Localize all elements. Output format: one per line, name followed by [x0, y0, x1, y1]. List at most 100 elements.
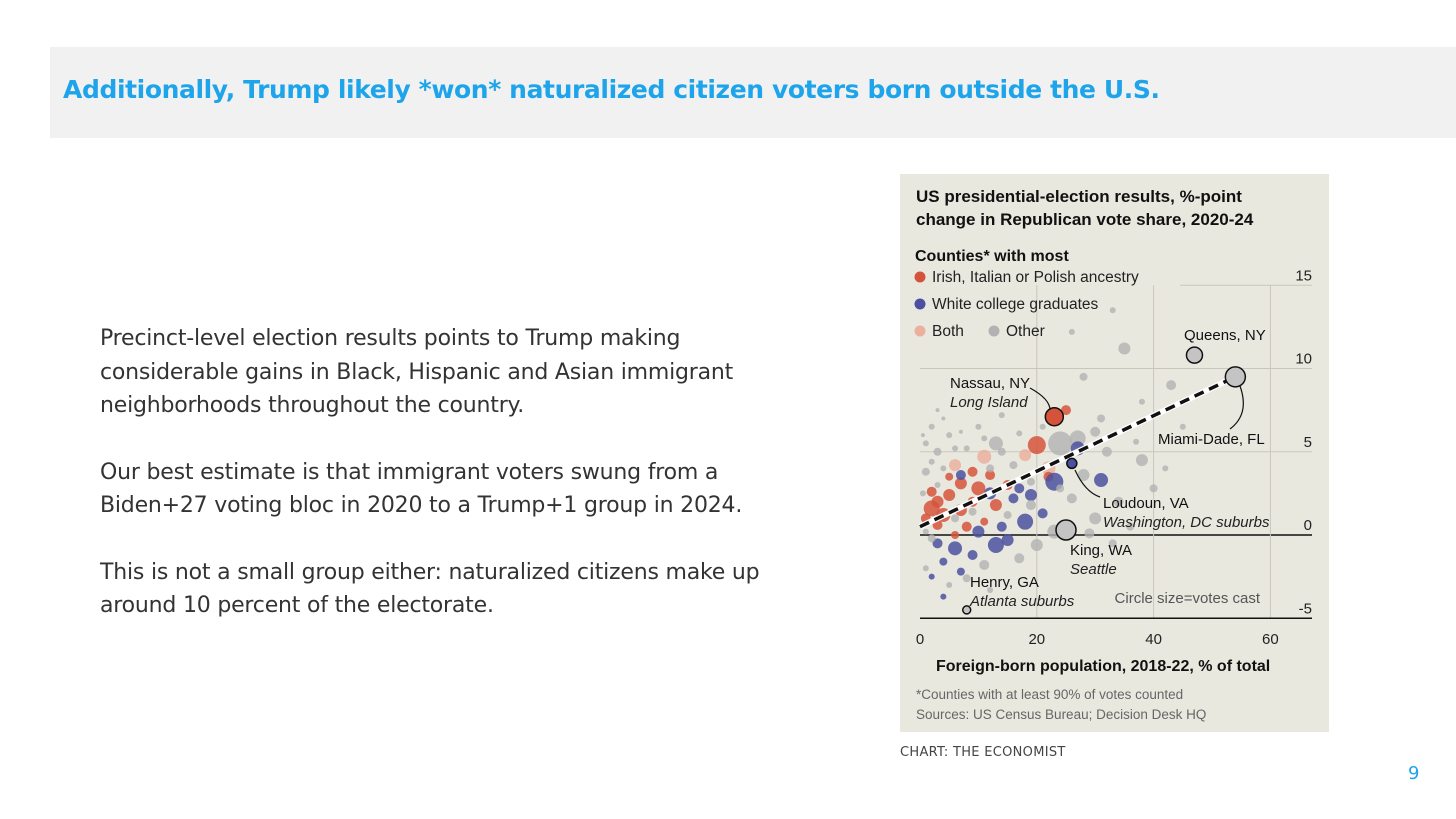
data-point-other [1162, 465, 1169, 472]
slide-title: Additionally, Trump likely *won* natural… [63, 75, 1160, 104]
data-point-other [1097, 414, 1106, 423]
x-axis-label: Foreign-born population, 2018-22, % of t… [936, 658, 1270, 675]
chart-credit: CHART: THE ECONOMIST [900, 745, 1066, 760]
data-point-other [922, 440, 929, 447]
y-tick-label: -5 [1299, 600, 1312, 617]
body-text: Precinct-level election results points t… [100, 322, 800, 656]
data-point-other [1079, 372, 1088, 381]
data-point-irish [923, 500, 940, 517]
legend-label-irish: Irish, Italian or Polish ancestry [932, 269, 1139, 286]
data-point-other [933, 447, 942, 456]
point-sublabel: Washington, DC suburbs [1103, 514, 1270, 531]
data-point-white [1094, 473, 1109, 488]
chart-sources: Sources: US Census Bureau; Decision Desk… [916, 707, 1206, 722]
data-point-irish [980, 517, 989, 526]
size-note: Circle size=votes cast [1115, 590, 1261, 607]
chart-title-line: change in Republican vote share, 2020-24 [916, 210, 1254, 229]
data-point-other [997, 447, 1006, 456]
data-point-other [986, 464, 995, 473]
highlight-point [1066, 457, 1078, 470]
data-point-other [919, 490, 926, 497]
data-point-other [1056, 484, 1065, 493]
data-point-white [940, 593, 947, 600]
point-label: Henry, GA [970, 574, 1039, 591]
data-point-other [1090, 426, 1101, 437]
legend-swatch-other [988, 325, 1000, 337]
data-point-other [1108, 539, 1117, 548]
x-tick-label: 20 [1028, 631, 1045, 648]
data-point-other [1026, 477, 1035, 486]
data-point-both [977, 449, 992, 464]
point-label: Loudoun, VA [1103, 495, 1189, 512]
data-point-other [946, 581, 953, 588]
data-point-other [962, 574, 971, 583]
point-sublabel: Long Island [950, 394, 1028, 411]
data-point-irish [954, 477, 967, 490]
data-point-other [1016, 430, 1023, 437]
data-point-white [928, 573, 935, 580]
data-point-white [1014, 483, 1025, 494]
trend-line [919, 375, 1237, 529]
point-label: King, WA [1070, 542, 1132, 559]
data-point-other [921, 467, 930, 476]
data-point-other [1039, 423, 1046, 430]
highlight-point [1224, 366, 1247, 388]
data-point-white [1037, 508, 1048, 519]
data-point-white [939, 557, 948, 566]
data-point-other [920, 433, 925, 438]
data-point-other [1030, 538, 1043, 551]
highlight-point [1055, 519, 1077, 541]
data-point-other [1101, 446, 1112, 457]
legend-label-other: Other [1006, 323, 1045, 340]
data-point-white [932, 538, 943, 549]
data-point-other [975, 423, 982, 430]
data-point-irish [1027, 436, 1046, 455]
legend-swatch-irish [914, 271, 926, 283]
data-point-other [934, 482, 941, 489]
data-point-other [1118, 342, 1131, 355]
leader-line [1074, 469, 1101, 498]
point-label: Miami-Dade, FL [1158, 431, 1265, 448]
data-point-other [1014, 553, 1025, 564]
data-point-other [946, 432, 953, 439]
data-point-other [927, 534, 936, 543]
data-point-white [987, 536, 1004, 553]
legend-swatch-both [914, 325, 926, 337]
data-point-other [1025, 500, 1036, 511]
title-band: Additionally, Trump likely *won* natural… [50, 47, 1456, 138]
data-point-other [963, 445, 970, 452]
paragraph-1: Precinct-level election results points t… [100, 326, 734, 418]
data-point-other [1077, 469, 1090, 482]
data-point-irish [985, 470, 996, 481]
data-point-other [998, 412, 1005, 419]
highlight-point [961, 605, 972, 615]
data-point-other [951, 514, 960, 523]
data-point-irish [951, 531, 960, 539]
data-point-other [952, 445, 959, 452]
data-point-other [1084, 528, 1095, 539]
data-point-other [987, 586, 994, 593]
chart-footnote: *Counties with at least 90% of votes cou… [916, 687, 1183, 702]
data-point-irish [1061, 405, 1071, 416]
data-point-other [1003, 511, 1012, 520]
data-point-white [948, 541, 963, 556]
highlight-point [1185, 346, 1204, 364]
data-point-white [1001, 533, 1014, 546]
data-point-both [949, 459, 962, 472]
paragraph-3: This is not a small group either: natura… [100, 559, 760, 619]
data-point-other [922, 528, 929, 535]
data-point-other [940, 465, 947, 472]
data-point-other [958, 429, 963, 434]
data-point-white [967, 549, 978, 560]
data-point-other [1113, 496, 1124, 507]
legend-swatch-white [914, 298, 926, 310]
legend-heading: Counties* with most [915, 248, 1069, 265]
data-point-other [1048, 431, 1073, 456]
data-point-white [956, 567, 965, 576]
legend-label-both: Both [932, 323, 964, 340]
data-point-irish [971, 481, 986, 496]
paragraph-2: Our best estimate is that immigrant vote… [100, 459, 743, 519]
data-point-other [981, 435, 988, 442]
data-point-white [1024, 489, 1037, 502]
data-point-white [1008, 493, 1019, 504]
